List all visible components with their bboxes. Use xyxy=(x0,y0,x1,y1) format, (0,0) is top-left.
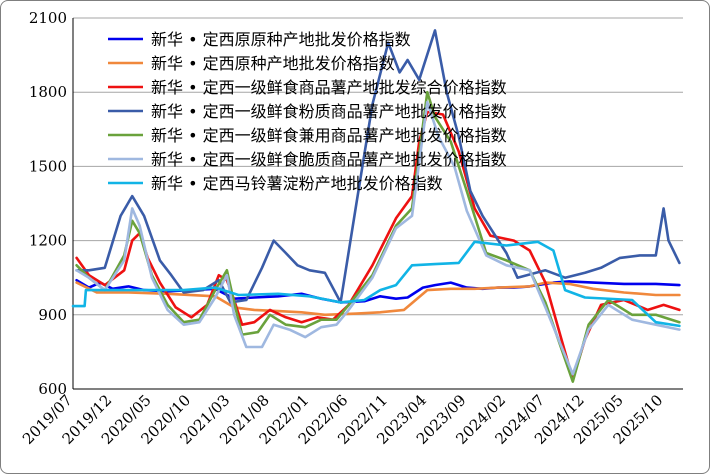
y-tick-label: 900 xyxy=(38,306,67,324)
y-tick-label: 600 xyxy=(38,380,67,398)
axes: 60090012001500180021002019/072019/122020… xyxy=(19,9,683,448)
series-line-6 xyxy=(75,100,681,376)
series-line-4 xyxy=(75,29,681,304)
legend-label-4: 新华 • 定西一级鲜食粉质商品薯产地批发价格指数 xyxy=(151,102,507,121)
legend-label-1: 新华 • 定西原原种产地批发价格指数 xyxy=(151,30,411,49)
series-line-7 xyxy=(71,240,681,328)
series-line-2 xyxy=(75,281,681,317)
y-tick-label: 1200 xyxy=(29,232,67,250)
legend-label-2: 新华 • 定西原种产地批发价格指数 xyxy=(151,54,395,73)
legend-label-6: 新华 • 定西一级鲜食脆质商品薯产地批发价格指数 xyxy=(151,150,507,169)
y-tick-label: 1500 xyxy=(29,157,67,175)
legend-label-5: 新华 • 定西一级鲜食兼用商品薯产地批发价格指数 xyxy=(151,126,507,145)
series-lines xyxy=(71,29,681,383)
legend-label-3: 新华 • 定西一级鲜食商品薯产地批发综合价格指数 xyxy=(151,78,507,97)
grid-lines xyxy=(73,17,683,316)
series-line-3 xyxy=(75,110,681,381)
y-tick-label: 1800 xyxy=(29,83,67,101)
legend-label-7: 新华 • 定西马铃薯淀粉产地批发价格指数 xyxy=(151,174,443,193)
y-tick-label: 2100 xyxy=(29,9,67,27)
